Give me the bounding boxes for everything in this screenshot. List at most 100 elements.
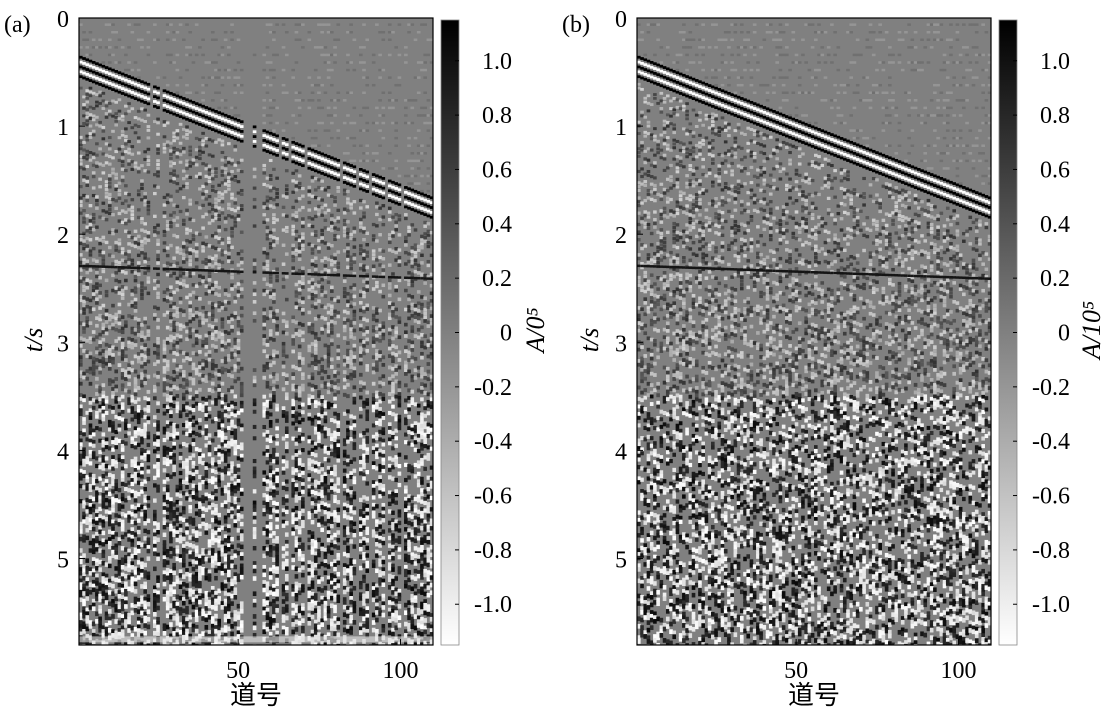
first-break-sample	[275, 144, 279, 148]
trace-sample	[284, 596, 289, 602]
trace-sample	[320, 504, 324, 510]
trace-sample	[227, 425, 231, 430]
trace-sample	[265, 354, 270, 359]
trace-sample	[133, 475, 138, 480]
trace-sample	[294, 331, 299, 336]
trace-sample	[268, 571, 273, 576]
trace-sample	[297, 613, 302, 618]
trace-sample	[136, 329, 141, 333]
trace-sample	[301, 542, 305, 548]
trace-sample	[307, 405, 312, 410]
trace-sample	[313, 608, 318, 613]
trace-sample	[207, 452, 212, 457]
trace-sample	[204, 174, 209, 178]
trace-sample	[169, 535, 173, 540]
trace-sample	[165, 393, 170, 398]
trace-sample	[143, 449, 147, 454]
trace-sample	[214, 560, 218, 566]
trace-sample	[133, 244, 138, 249]
trace-sample	[188, 274, 193, 278]
trace-sample	[130, 478, 135, 483]
trace-sample	[107, 253, 112, 257]
first-break-sample	[136, 79, 141, 82]
trace-sample	[233, 394, 238, 399]
noise-sample	[275, 106, 279, 110]
trace-sample	[214, 447, 218, 452]
trace-sample	[291, 618, 296, 623]
trace-sample	[326, 450, 331, 455]
trace-sample	[207, 168, 212, 172]
trace-sample	[136, 215, 141, 220]
trace-sample	[272, 602, 276, 608]
trace-sample	[230, 483, 234, 489]
trace-sample	[127, 548, 131, 554]
trace-sample	[117, 109, 122, 113]
trace-sample	[85, 244, 90, 248]
trace-sample	[236, 361, 241, 366]
trace-sample	[140, 379, 144, 384]
trace-sample	[79, 412, 83, 417]
trace-sample	[98, 627, 102, 633]
trace-sample	[194, 341, 199, 345]
trace-sample	[313, 207, 318, 211]
trace-sample	[82, 432, 86, 437]
trace-sample	[239, 260, 244, 265]
trace-sample	[95, 316, 99, 320]
trace-sample	[252, 318, 257, 323]
trace-sample	[82, 326, 86, 330]
trace-sample	[107, 472, 112, 478]
trace-sample	[227, 357, 231, 362]
trace-sample	[136, 567, 141, 573]
trace-sample	[201, 317, 205, 321]
trace-sample	[79, 616, 83, 622]
trace-sample	[88, 415, 93, 420]
trace-sample	[214, 205, 218, 209]
trace-sample	[236, 342, 241, 347]
trace-sample	[146, 556, 151, 561]
trace-sample	[85, 482, 90, 487]
trace-sample	[88, 116, 93, 120]
trace-sample	[323, 475, 328, 481]
trace-sample	[107, 347, 112, 352]
trace-sample	[120, 572, 125, 578]
trace-sample	[284, 532, 289, 537]
trace-sample	[104, 183, 109, 188]
trace-sample	[175, 155, 180, 159]
trace-sample	[214, 197, 218, 201]
trace-sample	[265, 585, 270, 590]
trace-sample	[198, 531, 202, 537]
trace-sample	[136, 253, 141, 258]
trace-sample	[313, 483, 318, 488]
trace-sample	[268, 283, 273, 288]
trace-sample	[236, 528, 241, 533]
trace-sample	[95, 161, 99, 165]
trace-sample	[310, 285, 315, 289]
trace-sample	[91, 428, 96, 433]
first-break-sample	[210, 123, 215, 127]
first-break-sample	[275, 149, 279, 152]
noise-sample	[191, 61, 196, 64]
trace-sample	[136, 480, 141, 485]
trace-sample	[201, 404, 205, 409]
trace-sample	[181, 464, 186, 469]
reflector-sample	[204, 269, 209, 272]
trace-sample	[82, 103, 86, 106]
noise-sample	[85, 53, 90, 57]
trace-sample	[127, 257, 131, 261]
trace-sample	[284, 229, 289, 234]
noise-sample	[175, 68, 180, 72]
first-break-sample	[133, 82, 138, 86]
trace-sample	[198, 312, 202, 316]
trace-sample	[124, 418, 128, 423]
trace-sample	[220, 306, 225, 310]
trace-sample	[230, 196, 234, 200]
trace-sample	[169, 459, 173, 464]
trace-sample	[79, 529, 83, 534]
trace-sample	[227, 176, 231, 180]
trace-sample	[172, 161, 176, 165]
trace-sample	[220, 249, 225, 253]
trace-sample	[191, 468, 196, 473]
trace-sample	[85, 183, 90, 187]
trace-sample	[223, 227, 228, 232]
trace-sample	[262, 319, 267, 323]
